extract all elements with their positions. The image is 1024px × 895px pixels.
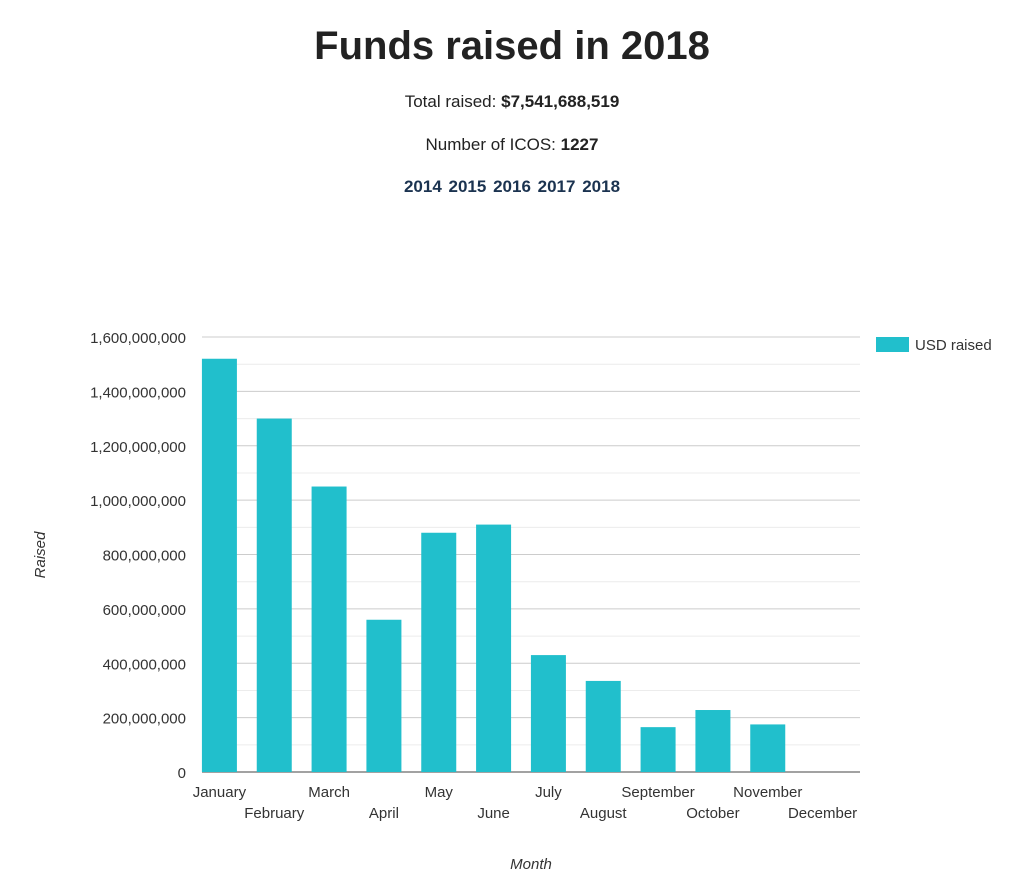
y-axis-title: Raised bbox=[32, 531, 49, 578]
bar-july[interactable] bbox=[530, 655, 566, 772]
total-raised-value: $7,541,688,519 bbox=[501, 92, 620, 111]
y-tick-label: 400,000,000 bbox=[103, 656, 186, 673]
legend-label: USD raised bbox=[915, 337, 992, 354]
x-tick-label: December bbox=[788, 805, 857, 822]
year-link-2018[interactable]: 2018 bbox=[582, 177, 621, 196]
page-title: Funds raised in 2018 bbox=[314, 24, 710, 68]
x-axis-title: Month bbox=[510, 856, 552, 873]
year-selector: 2014 2015 2016 2017 2018 bbox=[0, 177, 1024, 197]
bar-november[interactable] bbox=[750, 724, 786, 772]
bar-march[interactable] bbox=[311, 486, 347, 772]
y-tick-label: 0 bbox=[178, 765, 186, 782]
year-link-2015[interactable]: 2015 bbox=[448, 177, 487, 196]
legend-swatch bbox=[876, 337, 909, 352]
x-tick-label: September bbox=[621, 784, 694, 801]
number-of-icos: Number of ICOS: 1227 bbox=[0, 135, 1024, 155]
x-tick-label: October bbox=[686, 805, 739, 822]
x-tick-label: July bbox=[535, 784, 562, 801]
x-tick-label: February bbox=[244, 805, 305, 822]
bar-may[interactable] bbox=[421, 532, 457, 772]
y-tick-label: 1,600,000,000 bbox=[90, 330, 186, 347]
x-tick-label: May bbox=[425, 784, 454, 801]
bar-august[interactable] bbox=[585, 680, 621, 772]
x-tick-label: August bbox=[580, 805, 628, 822]
y-tick-label: 1,200,000,000 bbox=[90, 439, 186, 456]
y-tick-label: 1,400,000,000 bbox=[90, 384, 186, 401]
y-tick-label: 600,000,000 bbox=[103, 602, 186, 619]
bar-june[interactable] bbox=[476, 524, 512, 772]
bar-january[interactable] bbox=[201, 358, 237, 772]
bar-september[interactable] bbox=[640, 727, 676, 772]
bar-october[interactable] bbox=[695, 710, 731, 772]
icos-value: 1227 bbox=[560, 135, 599, 154]
year-link-2014[interactable]: 2014 bbox=[403, 177, 442, 196]
x-tick-label: January bbox=[193, 784, 247, 801]
year-link-2016[interactable]: 2016 bbox=[493, 177, 531, 196]
x-tick-label: April bbox=[369, 805, 399, 822]
total-raised-label: Total raised: bbox=[404, 92, 497, 111]
total-raised: Total raised: $7,541,688,519 bbox=[0, 92, 1024, 112]
y-tick-label: 200,000,000 bbox=[103, 711, 186, 728]
x-tick-label: June bbox=[477, 805, 510, 822]
bar-april[interactable] bbox=[366, 619, 402, 772]
year-link-2017[interactable]: 2017 bbox=[537, 177, 576, 196]
y-tick-label: 1,000,000,000 bbox=[90, 493, 186, 510]
x-tick-label: March bbox=[308, 784, 350, 801]
x-tick-label: November bbox=[733, 784, 802, 801]
bar-february[interactable] bbox=[256, 418, 292, 772]
icos-label: Number of ICOS: bbox=[425, 135, 556, 154]
y-tick-label: 800,000,000 bbox=[103, 548, 186, 565]
